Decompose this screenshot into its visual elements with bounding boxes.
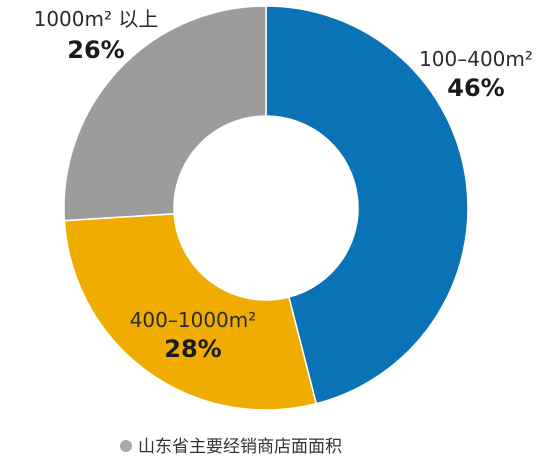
legend: 山东省主要经销商店面面积 bbox=[120, 437, 342, 457]
slice-3 bbox=[63, 5, 267, 222]
slice-labels: 100–400m² 46% 400–1000m² 28% 1000m² 以上 26% bbox=[34, 7, 533, 363]
donut-slices bbox=[63, 5, 469, 411]
legend-marker bbox=[120, 440, 132, 452]
slice-2 bbox=[63, 212, 318, 411]
slice-1 bbox=[265, 5, 469, 405]
legend-label: 山东省主要经销商店面面积 bbox=[138, 437, 342, 457]
slice-category-label-1: 100–400m² bbox=[419, 47, 533, 71]
slice-value-label-3: 26% bbox=[67, 36, 124, 64]
slice-category-label-3: 1000m² 以上 bbox=[34, 7, 159, 31]
slice-value-label-2: 28% bbox=[164, 335, 221, 363]
slice-value-label-1: 46% bbox=[447, 74, 504, 102]
slice-category-label-2: 400–1000m² bbox=[130, 308, 257, 332]
